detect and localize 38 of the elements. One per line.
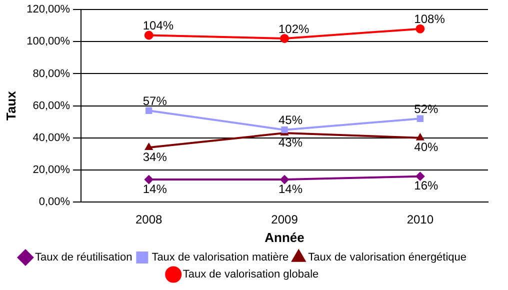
- x-tick-label: 2009: [271, 212, 298, 227]
- data-label: 45%: [278, 113, 303, 128]
- y-tick-label: 100,00%: [26, 36, 70, 48]
- point: [280, 34, 290, 43]
- point: [416, 133, 424, 140]
- point: [416, 115, 424, 122]
- data-label: 108%: [414, 12, 446, 26]
- y-tick-label: 120,00%: [26, 4, 70, 16]
- data-label: 14%: [142, 182, 168, 196]
- data-label: 14%: [278, 182, 303, 196]
- y-axis-title: Taux: [3, 90, 18, 120]
- y-tick-label: 60,00%: [32, 100, 70, 112]
- y-tick-label: 40,00%: [32, 132, 70, 144]
- data-label: 43%: [278, 135, 303, 150]
- point: [144, 142, 153, 150]
- legend-label: Taux de valorisation énergétique: [308, 252, 467, 264]
- legend-label: Taux de valorisation matière: [152, 252, 289, 264]
- y-tick-label: 0,00%: [38, 196, 70, 208]
- point: [280, 175, 290, 184]
- legend-label: Taux de valorisation globale: [182, 268, 319, 281]
- data-label: 57%: [142, 94, 168, 108]
- point: [416, 172, 425, 181]
- data-label: 40%: [414, 140, 439, 154]
- data-label: 104%: [142, 18, 174, 33]
- y-tick-label: 80,00%: [32, 68, 70, 80]
- y-tick-label: 20,00%: [32, 164, 70, 176]
- data-label: 102%: [278, 22, 310, 36]
- point: [146, 107, 152, 114]
- point: [416, 24, 425, 34]
- x-tick-label: 2008: [136, 212, 163, 227]
- point: [144, 175, 154, 184]
- point: [144, 30, 154, 40]
- legend-label: Taux de réutilisation: [34, 252, 132, 264]
- data-label: 16%: [414, 178, 439, 193]
- x-axis-title: Année: [264, 230, 304, 245]
- x-tick-label: 2010: [406, 212, 434, 227]
- point: [281, 126, 288, 134]
- data-label: 34%: [142, 150, 168, 164]
